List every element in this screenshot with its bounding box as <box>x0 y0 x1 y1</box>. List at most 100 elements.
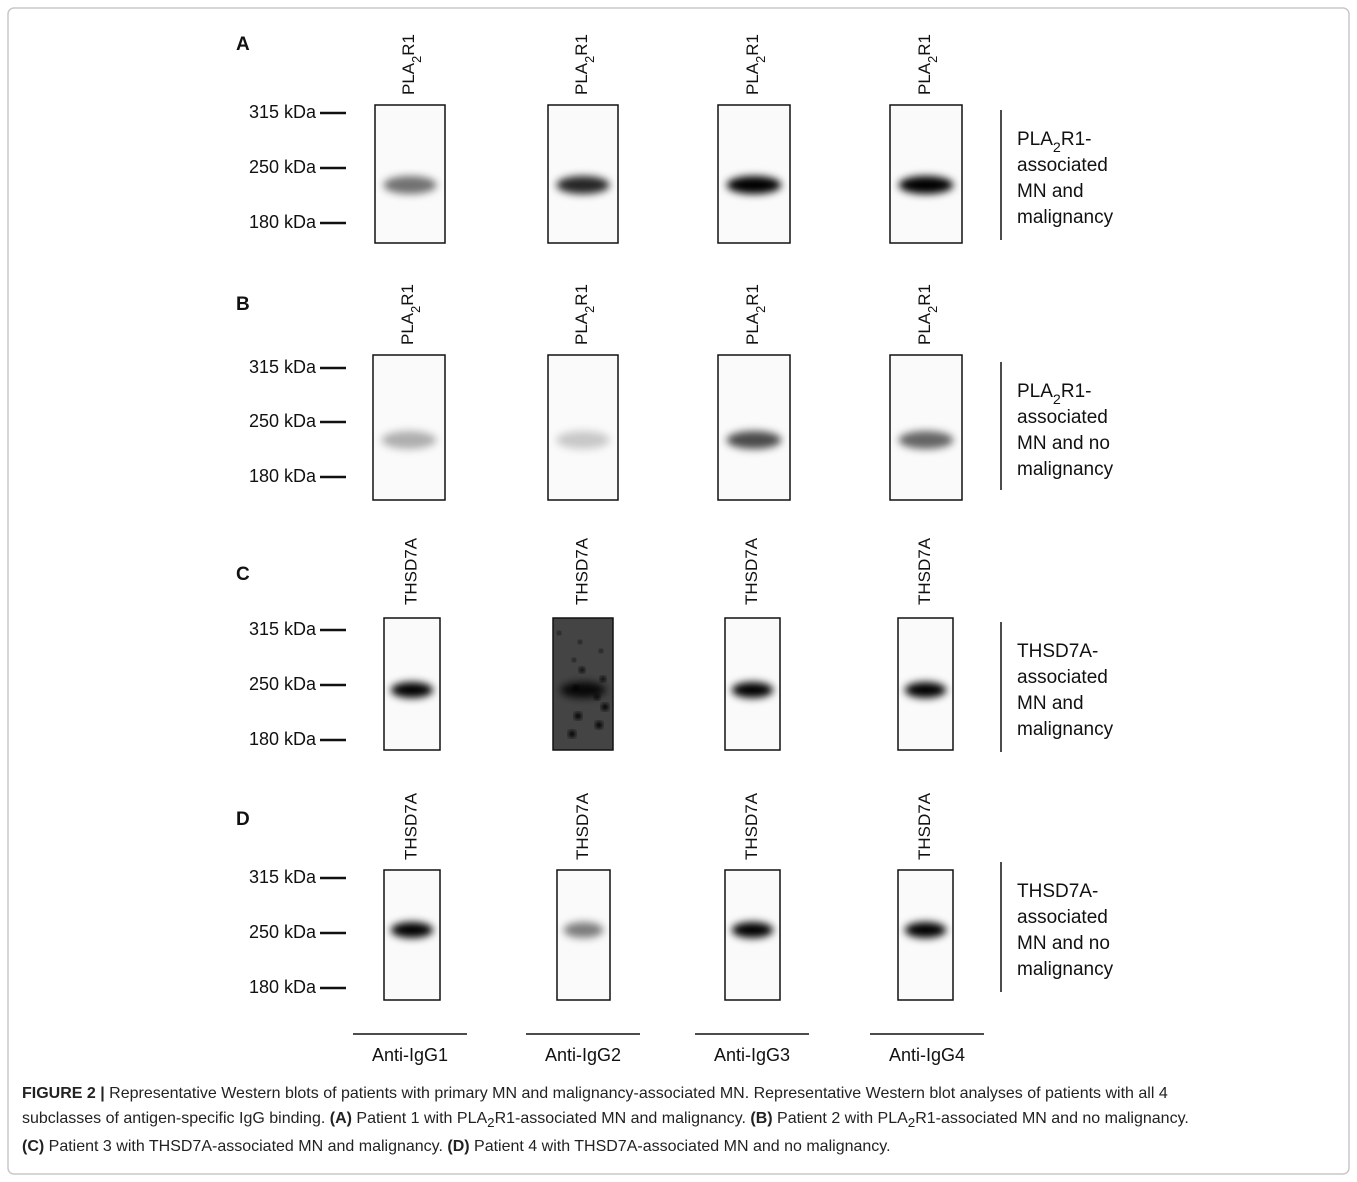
description-line: THSD7A- <box>1017 881 1098 902</box>
blot-band <box>727 431 782 449</box>
blot-band <box>382 431 437 449</box>
text-part: R1 <box>572 284 591 306</box>
caption-text: (D) <box>447 1138 469 1155</box>
blot-band <box>905 682 947 698</box>
lane-antigen-label: PLA2R1 <box>399 34 423 95</box>
text-part: R1 <box>572 34 591 56</box>
caption-line: subclasses of antigen-specific IgG bindi… <box>22 1107 1342 1136</box>
lane-header: Anti-IgG4 <box>889 1045 965 1065</box>
subscript: 2 <box>1053 392 1061 408</box>
subscript: 2 <box>409 56 424 63</box>
blot-band <box>905 922 947 938</box>
caption-text: Patient 4 with THSD7A-associated MN and … <box>470 1138 891 1155</box>
blot-speck <box>572 658 576 662</box>
panel-letter: C <box>236 564 250 585</box>
blot <box>373 355 445 500</box>
description-line: malignancy <box>1017 207 1114 228</box>
panel-letter: D <box>236 809 250 830</box>
lane-antigen-label: THSD7A <box>915 537 934 605</box>
description-line: PLA2R1- <box>1017 129 1091 156</box>
lane-antigen-label: THSD7A <box>401 537 420 605</box>
blot-speck <box>568 730 576 738</box>
lane-antigen-label: PLA2R1 <box>743 34 767 95</box>
blot <box>375 105 445 243</box>
description-line: PLA2R1- <box>1017 381 1091 408</box>
subscript: 2 <box>1053 140 1061 156</box>
panel-letter: B <box>236 294 250 315</box>
lane-antigen-label: PLA2R1 <box>572 284 596 345</box>
text-part: PLA <box>572 312 591 345</box>
subscript: 2 <box>753 306 768 313</box>
caption-text: R1-associated MN and malignancy. <box>495 1110 751 1127</box>
description-line: malignancy <box>1017 959 1114 980</box>
caption-text: (C) <box>22 1138 44 1155</box>
lane-antigen-label: THSD7A <box>572 537 591 605</box>
blot-band <box>556 176 609 194</box>
description-line: MN and <box>1017 181 1084 202</box>
blot-band <box>899 176 954 194</box>
blot-band <box>560 682 606 698</box>
description-line: MN and <box>1017 693 1084 714</box>
figure: A315 kDa250 kDa180 kDaPLA2R1PLA2R1PLA2R1… <box>0 0 1357 1182</box>
blot-band <box>732 682 774 698</box>
subscript: 2 <box>753 56 768 63</box>
description-line: malignancy <box>1017 719 1114 740</box>
blot-speck <box>599 649 603 653</box>
lane-antigen-label: PLA2R1 <box>915 284 939 345</box>
lane-header: Anti-IgG1 <box>372 1045 448 1065</box>
description-line: malignancy <box>1017 459 1114 480</box>
lane-antigen-label: THSD7A <box>742 537 761 605</box>
blot <box>718 355 790 500</box>
caption-line: FIGURE 2 | Representative Western blots … <box>22 1082 1342 1107</box>
marker-label: 250 kDa <box>249 674 317 694</box>
text-part: PLA <box>743 312 762 345</box>
lane-antigen-label: PLA2R1 <box>743 284 767 345</box>
marker-label: 315 kDa <box>249 357 317 377</box>
text-part: PLA <box>1017 129 1053 150</box>
description-line: associated <box>1017 155 1108 176</box>
caption-line: (C) Patient 3 with THSD7A-associated MN … <box>22 1135 1342 1160</box>
text-part: R1- <box>1061 381 1092 402</box>
text-part: PLA <box>915 62 934 95</box>
marker-label: 180 kDa <box>249 729 317 749</box>
blot-speck <box>600 676 606 682</box>
subscript: 2 <box>582 56 597 63</box>
description-line: associated <box>1017 907 1108 928</box>
blot <box>890 355 962 500</box>
blot-speck <box>579 667 585 673</box>
lane-header: Anti-IgG2 <box>545 1045 621 1065</box>
caption-text: Patient 1 with PLA <box>352 1110 487 1127</box>
marker-label: 250 kDa <box>249 922 317 942</box>
subscript: 2 <box>582 306 597 313</box>
blot-band <box>556 431 609 449</box>
text-part: R1 <box>915 34 934 56</box>
caption-text: Patient 3 with THSD7A-associated MN and … <box>44 1138 447 1155</box>
blot-speck <box>578 640 582 644</box>
text-part: R1 <box>743 34 762 56</box>
blot-band <box>899 431 954 449</box>
blot-speck <box>601 703 609 711</box>
blot-speck <box>595 721 603 729</box>
caption-text: Representative Western blots of patients… <box>105 1085 1168 1102</box>
description-line: MN and no <box>1017 933 1110 954</box>
subscript: 2 <box>925 56 940 63</box>
caption-text: FIGURE 2 | <box>22 1085 105 1102</box>
caption-text: R1-associated MN and no malignancy. <box>915 1110 1189 1127</box>
lane-header: Anti-IgG3 <box>714 1045 790 1065</box>
text-part: PLA <box>743 62 762 95</box>
subscript: 2 <box>408 306 423 313</box>
marker-label: 315 kDa <box>249 102 317 122</box>
blot <box>718 105 790 243</box>
lane-antigen-label: THSD7A <box>742 792 761 860</box>
lane-antigen-label: PLA2R1 <box>915 34 939 95</box>
blot-band <box>383 176 436 194</box>
marker-label: 315 kDa <box>249 619 317 639</box>
blot-band <box>391 922 434 938</box>
lane-antigen-label: THSD7A <box>573 792 592 860</box>
text-part: R1 <box>398 284 417 306</box>
text-part: R1 <box>743 284 762 306</box>
caption-text: Patient 2 with PLA <box>773 1110 908 1127</box>
text-part: PLA <box>398 312 417 345</box>
description-line: THSD7A- <box>1017 641 1098 662</box>
blot <box>890 105 962 243</box>
